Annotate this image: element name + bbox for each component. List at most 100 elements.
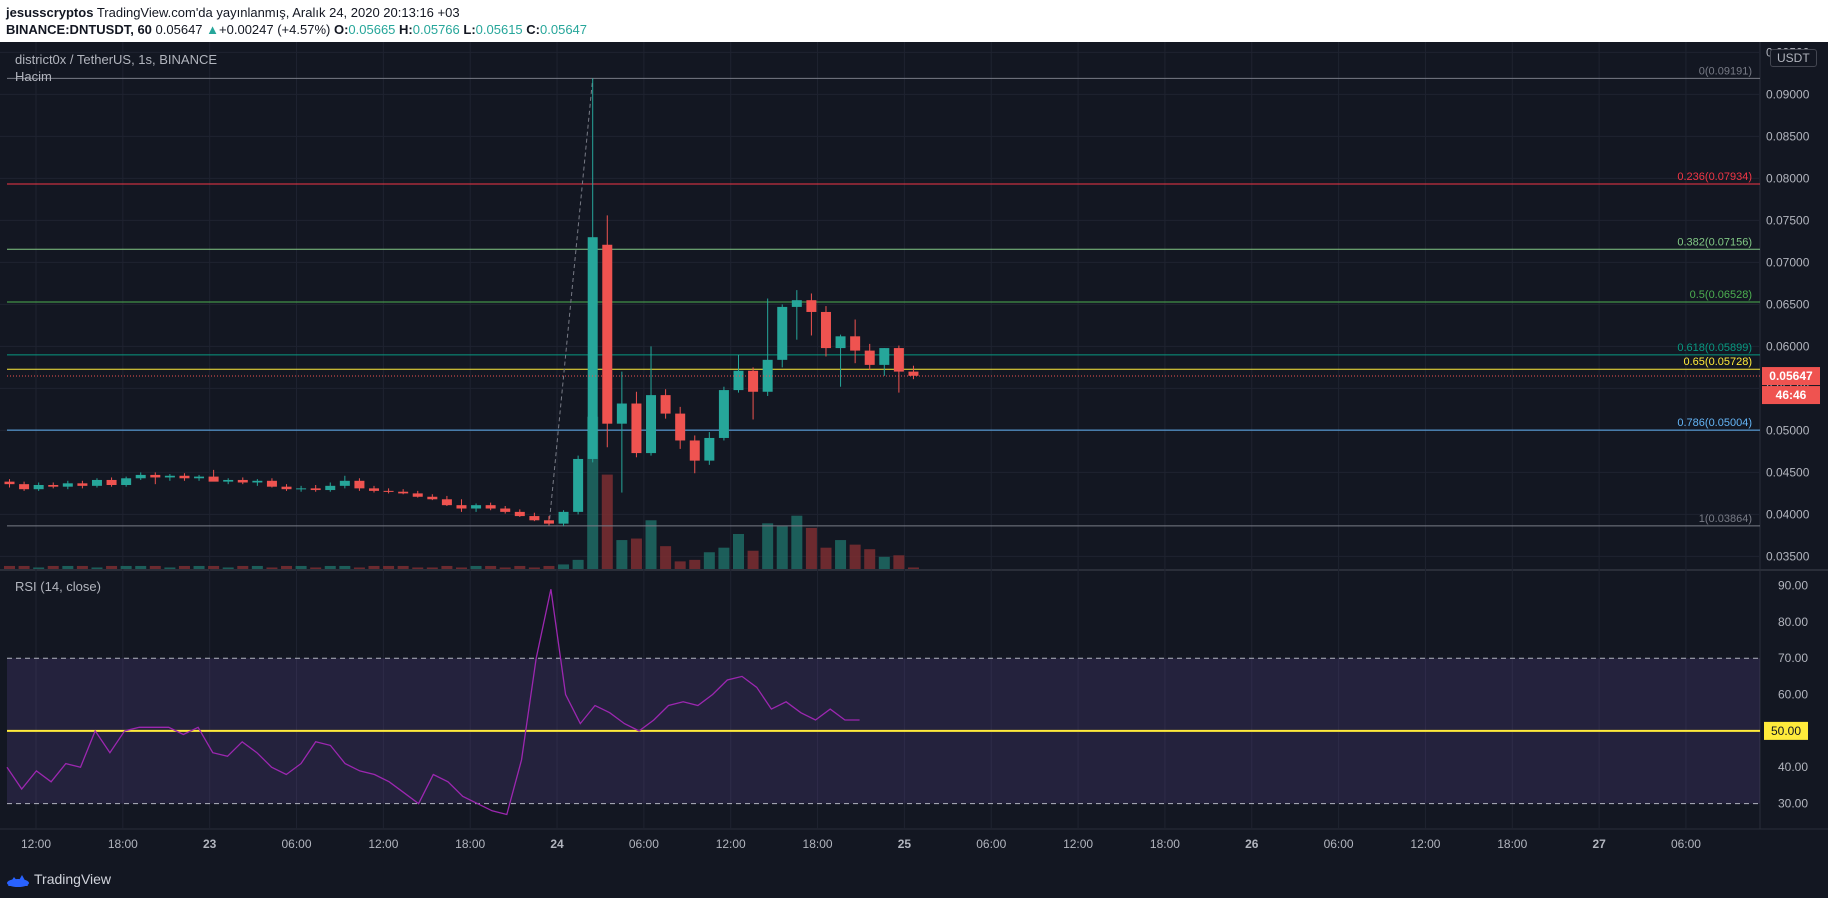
candle-body — [529, 516, 540, 521]
volume-bar — [907, 567, 919, 569]
candle-body — [48, 485, 59, 487]
volume-bar — [324, 565, 336, 569]
volume-bar — [587, 416, 599, 569]
volume-bar — [805, 527, 817, 569]
volume-bar — [339, 565, 351, 569]
candle-body — [427, 496, 438, 500]
time-axis-label: 12:00 — [1410, 837, 1440, 851]
time-axis-label: 18:00 — [455, 837, 485, 851]
candle-body — [850, 336, 861, 351]
time-axis-label: 06:00 — [1324, 837, 1354, 851]
volume-bar — [62, 565, 74, 569]
candle-body — [150, 474, 161, 478]
time-axis-label: 06:00 — [976, 837, 1006, 851]
volume-bar — [106, 565, 118, 569]
price-change: +0.00247 (+4.57%) — [219, 22, 331, 37]
volume-bar — [18, 565, 30, 569]
volume-bar — [164, 567, 176, 569]
candle-body — [121, 478, 132, 485]
candle-body — [339, 480, 350, 486]
volume-bar — [514, 565, 526, 569]
time-axis-label: 18:00 — [1150, 837, 1180, 851]
volume-bar — [222, 567, 234, 569]
volume-bar — [528, 567, 540, 569]
volume-bar — [91, 567, 103, 569]
candle-body — [77, 483, 88, 486]
volume-bar — [368, 565, 380, 569]
time-axis-label: 23 — [203, 837, 217, 851]
high-label: H: — [399, 22, 413, 37]
brand-name: TradingView — [34, 871, 112, 887]
volume-bar — [849, 544, 861, 569]
candle-body — [587, 237, 598, 459]
candle-body — [558, 511, 569, 524]
volume-bar — [193, 565, 205, 569]
candle-body — [33, 485, 44, 490]
volume-bar — [455, 567, 467, 569]
volume-bar — [266, 567, 278, 569]
high-value: 0.05766 — [412, 22, 460, 37]
volume-bar — [893, 555, 905, 569]
volume-bar — [718, 547, 730, 569]
volume-bar — [630, 538, 642, 569]
candle-body — [179, 475, 190, 479]
time-axis-label: 25 — [898, 837, 912, 851]
chart-canvas[interactable]: 12:00 18:00 23 06:00 12:00 18:00 24 06:00 12:00 1… — [0, 42, 1828, 864]
rsi-axis-label: 60.00 — [1778, 688, 1808, 702]
time-axis-label: 12:00 — [21, 837, 51, 851]
fib-level-label: 0(0.09191) — [1699, 65, 1752, 77]
fib-level-label: 0.618(0.05899) — [1677, 342, 1752, 354]
price-axis-label: 0.05000 — [1766, 423, 1810, 437]
candle-body — [106, 479, 117, 485]
candle-body — [325, 485, 336, 491]
volume-bar — [237, 565, 249, 569]
candle-body — [281, 486, 292, 490]
publisher-name[interactable]: jesusscryptos — [6, 5, 94, 20]
candle-body — [660, 395, 671, 414]
ticker: BINANCE:DNTUSDT, 60 — [6, 22, 152, 37]
last-price: 0.05647 — [155, 22, 203, 37]
volume-bar — [383, 565, 395, 569]
volume-bar — [295, 565, 307, 569]
candle-body — [500, 508, 511, 512]
candle-body — [237, 479, 248, 483]
volume-bar — [412, 567, 424, 569]
volume-bar — [543, 565, 555, 569]
volume-bar — [485, 565, 497, 569]
rsi-axis-label: 40.00 — [1778, 760, 1808, 774]
volume-bar — [310, 567, 322, 569]
candle-body — [675, 413, 686, 441]
volume-bar — [178, 565, 190, 569]
candle-body — [514, 511, 525, 517]
close-label: C: — [526, 22, 541, 37]
candle-body — [748, 370, 759, 392]
candle-body — [602, 244, 613, 424]
volume-bar — [558, 564, 570, 569]
volume-bar — [47, 565, 59, 569]
candle-body — [296, 488, 307, 490]
currency-button[interactable]: USDT — [1770, 49, 1817, 67]
fib-level-label: 0.382(0.07156) — [1677, 236, 1752, 248]
time-axis-label: 12:00 — [1063, 837, 1093, 851]
volume-bar — [120, 565, 132, 569]
candle-body — [4, 481, 15, 485]
volume-bar — [616, 540, 628, 569]
candle-body — [398, 491, 409, 494]
open-value: 0.05665 — [348, 22, 396, 37]
candle-body — [806, 300, 817, 312]
candle-body — [704, 437, 715, 461]
fib-level-label: 0.65(0.05728) — [1684, 356, 1753, 368]
candle-body — [310, 488, 321, 491]
candle-body — [441, 499, 452, 506]
published-text: TradingView.com'da yayınlanmış, Aralık 2… — [96, 5, 460, 20]
candle-body — [223, 479, 234, 482]
volume-bar — [135, 565, 147, 569]
tradingview-logo[interactable]: TradingView — [6, 868, 111, 890]
rsi-mid-badge — [1764, 721, 1808, 740]
volume-legend: Hacim — [15, 69, 52, 84]
volume-bar — [33, 567, 45, 569]
time-axis-label: 24 — [550, 837, 564, 851]
price-axis-label: 0.07000 — [1766, 255, 1810, 269]
time-axis-label: 06:00 — [282, 837, 312, 851]
rsi-axis-label: 80.00 — [1778, 615, 1808, 629]
